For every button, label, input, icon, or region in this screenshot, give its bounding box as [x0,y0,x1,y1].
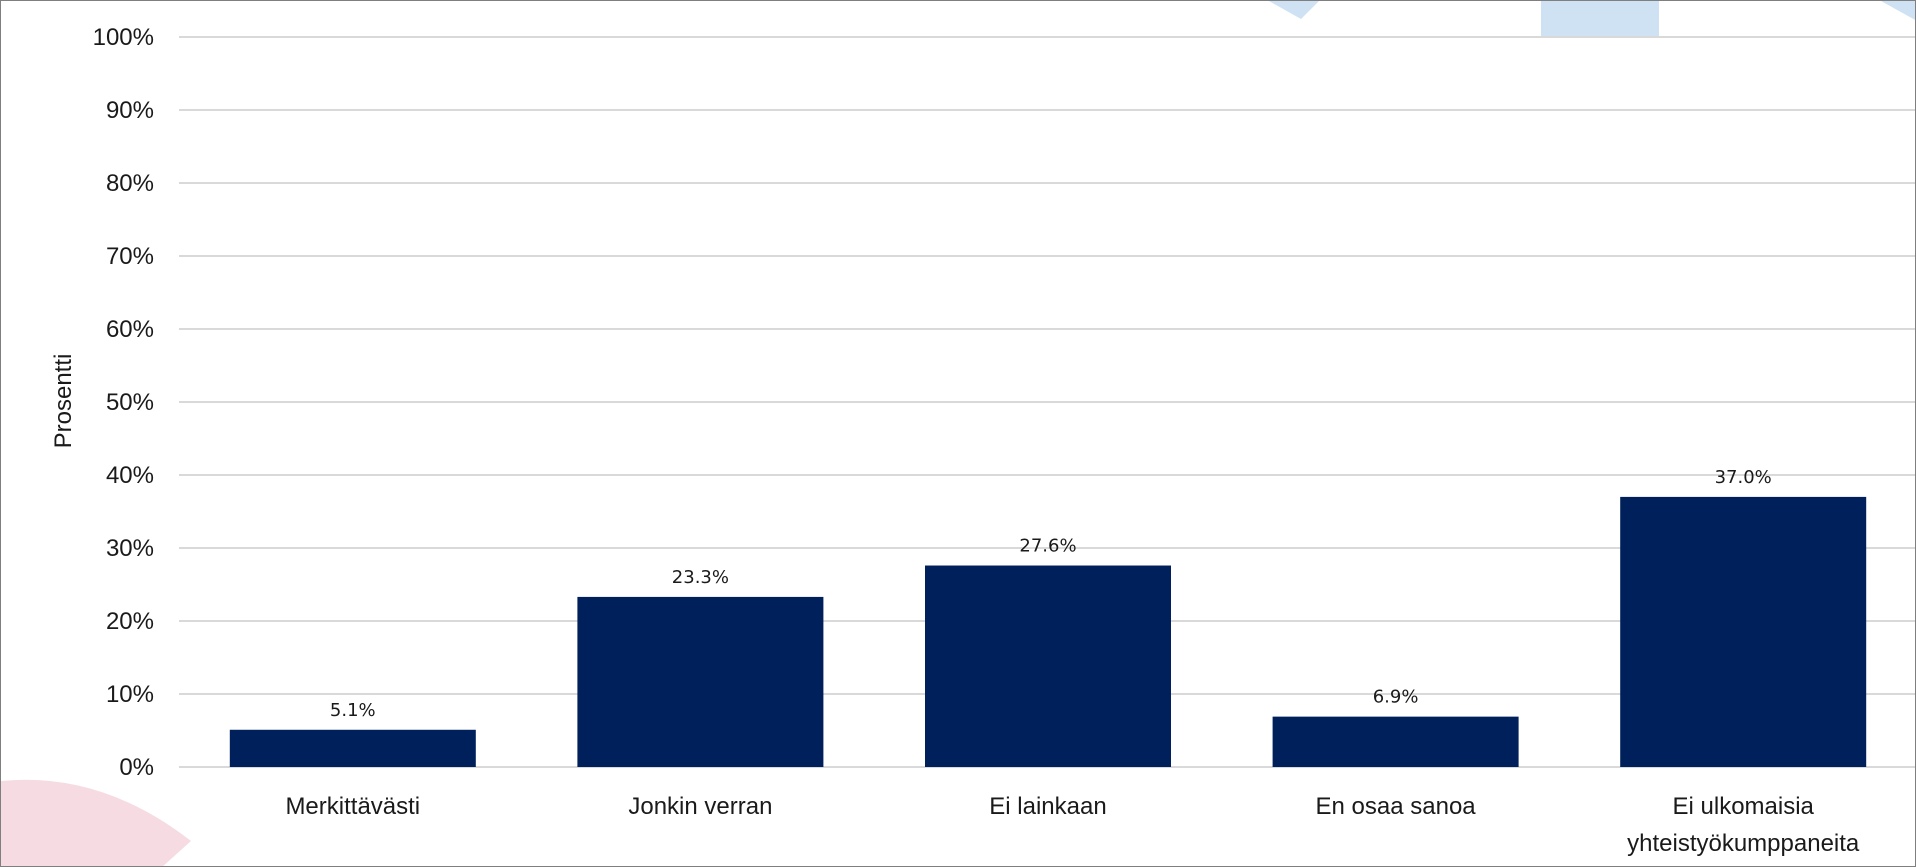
data-label: 5.1% [330,700,376,721]
y-tick-label: 10% [106,681,154,708]
y-tick-label: 90% [106,97,154,124]
data-label: 6.9% [1373,687,1419,708]
x-category-label: Ei lainkaan [989,793,1106,820]
bar [1272,716,1519,767]
decoration-blue-corner [1881,1,1915,20]
y-tick-label: 0% [119,754,154,781]
x-category-label: yhteistyökumppaneita [1627,830,1860,857]
decoration-pink-arc [1,779,191,866]
decoration-blue-rect [1541,1,1659,37]
y-tick-label: 60% [106,316,154,343]
x-category-label: Ei ulkomaisia [1673,793,1815,820]
x-category-label: Merkittävästi [285,793,420,820]
data-label: 37.0% [1715,467,1772,488]
bar [1620,496,1867,767]
decoration-blue-triangle [1269,1,1319,19]
bar [925,565,1171,767]
y-tick-label: 20% [106,608,154,635]
y-tick-label: 30% [106,535,154,562]
data-label: 27.6% [1019,536,1076,557]
y-axis-title: Prosentti [50,354,77,449]
y-tick-label: 40% [106,462,154,489]
data-label: 23.3% [672,567,729,588]
y-tick-label: 80% [106,170,154,197]
y-axis-ticks: 0% 10% 20% 30% 40% 50% 60% 70% 80% 90% 100% [93,24,154,781]
bar [577,596,824,767]
y-tick-label: 50% [106,389,154,416]
x-category-label: Jonkin verran [628,793,772,820]
y-tick-label: 100% [93,24,154,51]
y-tick-label: 70% [106,243,154,270]
x-axis-categories: Merkittävästi Jonkin verran Ei lainkaan En … [285,793,1859,857]
bars [229,496,1867,767]
bar [229,729,476,767]
data-labels: 5.1% 23.3% 27.6% 6.9% 37.0% [330,467,1772,721]
x-category-label: En osaa sanoa [1316,793,1477,820]
